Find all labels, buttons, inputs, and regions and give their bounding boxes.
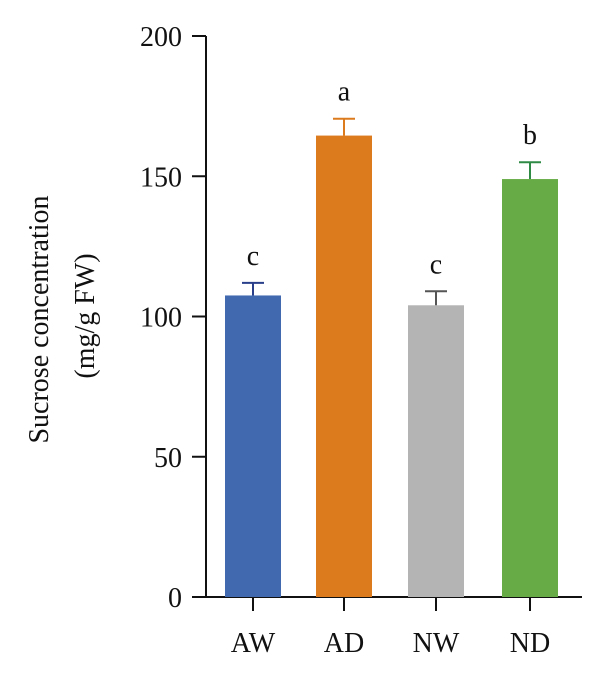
x-tick-label-ad: AD (324, 628, 364, 659)
bars (225, 135, 558, 597)
bar-nw (408, 305, 464, 597)
error-bars (242, 117, 541, 306)
y-tick-label: 0 (168, 583, 182, 614)
significance-label-aw: c (247, 241, 259, 272)
y-tick-label: 100 (140, 303, 182, 334)
x-tick-label-nw: NW (413, 628, 460, 659)
x-tick-label-nd: ND (510, 628, 550, 659)
bar-nd (502, 179, 558, 597)
significance-label-nw: c (430, 249, 442, 280)
x-tick-label-aw: AW (231, 628, 276, 659)
y-tick-label: 50 (154, 443, 182, 474)
y-tick-label: 150 (140, 162, 182, 193)
bar-aw (225, 295, 281, 597)
significance-label-nd: b (523, 120, 537, 151)
significance-label-ad: a (338, 77, 351, 108)
x-axis: AW AD NW ND (206, 596, 582, 659)
y-axis: 0 50 100 150 200 (140, 22, 207, 614)
y-axis-title-line-2: (mg/g FW) (70, 253, 101, 378)
y-tick-label: 200 (140, 22, 182, 53)
y-axis-title: Sucrose concentration (mg/g FW) (24, 188, 101, 443)
significance-labels: c a c b (247, 77, 537, 281)
y-axis-title-line-1: Sucrose concentration (24, 195, 55, 443)
bar-ad (316, 135, 372, 597)
